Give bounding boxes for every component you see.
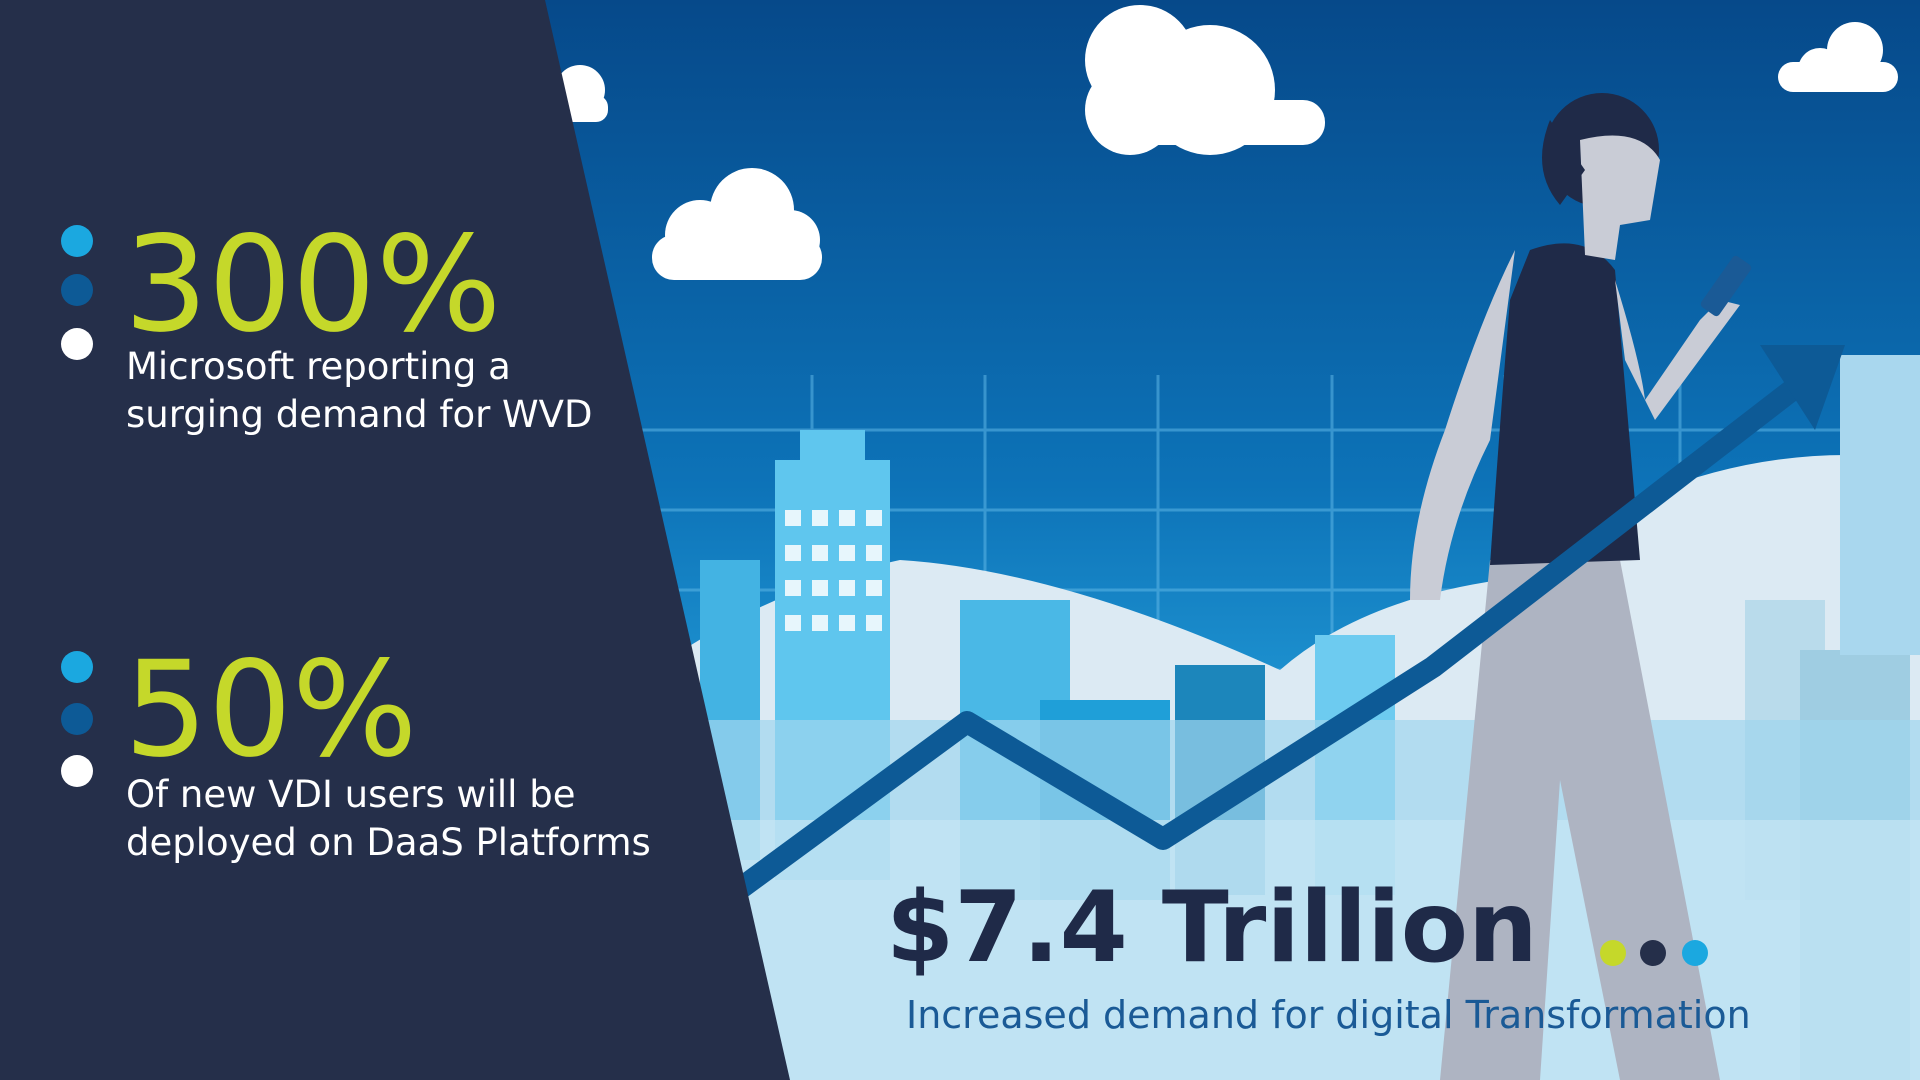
bullet-dot (61, 651, 93, 683)
clouds (555, 5, 1898, 280)
bullet-dot (61, 225, 93, 257)
stat-value: 300% (124, 208, 501, 362)
bullet-dot (61, 328, 93, 360)
stat-description: surging demand for WVD (126, 393, 592, 436)
bullet-dot (61, 274, 93, 306)
windows (785, 510, 882, 631)
side-panel (0, 0, 790, 1080)
headline-value: $7.4 Trillion (886, 871, 1538, 985)
stat-description: Microsoft reporting a (126, 345, 511, 388)
bullet-dot (61, 755, 93, 787)
ellipsis-dot (1682, 940, 1708, 966)
ellipsis-dot (1640, 940, 1666, 966)
stat-description: Of new VDI users will be (126, 773, 575, 816)
stat-description: deployed on DaaS Platforms (126, 821, 651, 864)
headline-subtitle: Increased demand for digital Transformat… (906, 993, 1751, 1037)
ellipsis-dot (1600, 940, 1626, 966)
bullet-dot (61, 703, 93, 735)
buildings (640, 355, 1920, 1080)
trend-arrow (734, 345, 1845, 897)
stat-value: 50% (124, 633, 417, 787)
